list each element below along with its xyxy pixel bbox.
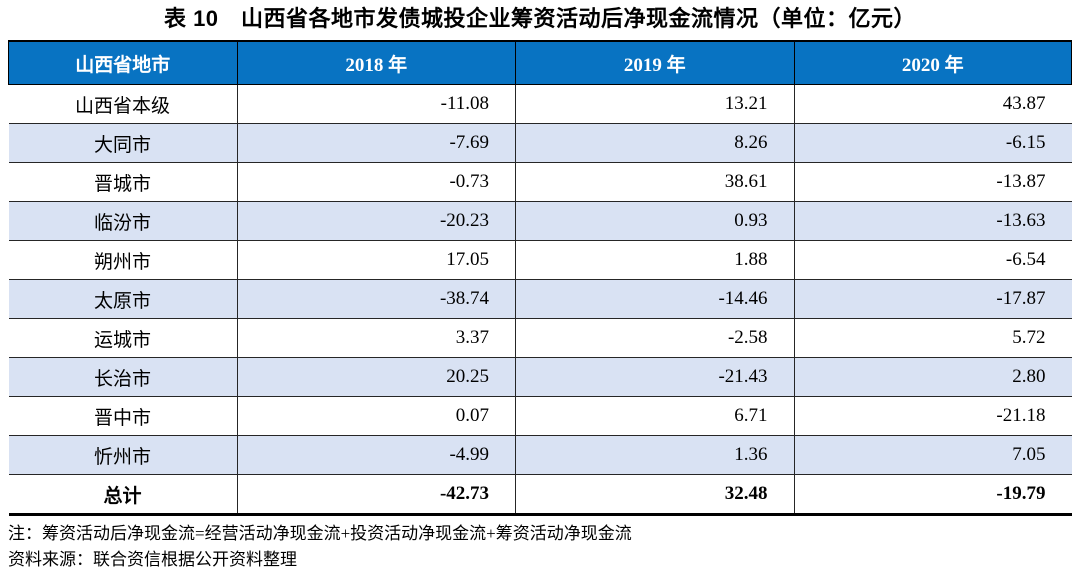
- table-header: 山西省地市 2018 年 2019 年 2020 年: [8, 40, 1073, 85]
- table-row: 大同市 -7.69 8.26 -6.15: [8, 123, 1072, 163]
- region-cell: 晋中市: [8, 396, 238, 436]
- table-row: 运城市 3.37 -2.58 5.72: [8, 318, 1072, 358]
- value-2020: -6.15: [794, 123, 1072, 163]
- value-2018: -11.08: [237, 84, 517, 124]
- value-2020: -21.18: [794, 396, 1072, 436]
- table-title: 表 10 山西省各地市发债城投企业筹资活动后净现金流情况（单位：亿元）: [163, 6, 917, 31]
- table-row: 长治市 20.25 -21.43 2.80: [8, 357, 1072, 397]
- net-cash-flow-table: 山西省地市 2018 年 2019 年 2020 年 山西省本级 -11.08 …: [8, 40, 1073, 516]
- region-cell: 山西省本级: [8, 84, 238, 124]
- column-header-2020: 2020 年: [793, 40, 1073, 85]
- value-2018: -38.74: [237, 279, 517, 319]
- footnotes: 注：筹资活动后净现金流=经营活动净现金流+投资活动净现金流+筹资活动净现金流 资…: [8, 521, 1072, 573]
- value-2019: 13.21: [515, 84, 795, 124]
- value-2019: -2.58: [515, 318, 795, 358]
- value-2019: -14.46: [515, 279, 795, 319]
- value-2020: 5.72: [794, 318, 1072, 358]
- table-row: 太原市 -38.74 -14.46 -17.87: [8, 279, 1072, 319]
- value-2018: -7.69: [237, 123, 517, 163]
- table-row: 临汾市 -20.23 0.93 -13.63: [8, 201, 1072, 241]
- table-row: 晋城市 -0.73 38.61 -13.87: [8, 162, 1072, 202]
- region-cell: 朔州市: [8, 240, 238, 280]
- value-2020: -17.87: [794, 279, 1072, 319]
- region-cell: 长治市: [8, 357, 238, 397]
- total-2020: -19.79: [794, 474, 1072, 515]
- value-2018: 17.05: [237, 240, 517, 280]
- value-2019: 1.36: [515, 435, 795, 475]
- source-line: 资料来源：联合资信根据公开资料整理: [8, 550, 297, 569]
- table-body: 山西省本级 -11.08 13.21 43.87 大同市 -7.69 8.26 …: [8, 84, 1072, 475]
- value-2020: -6.54: [794, 240, 1072, 280]
- value-2018: -4.99: [237, 435, 517, 475]
- note-line: 注：筹资活动后净现金流=经营活动净现金流+投资活动净现金流+筹资活动净现金流: [8, 524, 632, 543]
- value-2019: 1.88: [515, 240, 795, 280]
- total-2019: 32.48: [515, 474, 795, 515]
- value-2019: -21.43: [515, 357, 795, 397]
- value-2020: -13.87: [794, 162, 1072, 202]
- region-cell: 晋城市: [8, 162, 238, 202]
- value-2020: -13.63: [794, 201, 1072, 241]
- region-cell: 大同市: [8, 123, 238, 163]
- header-row: 山西省地市 2018 年 2019 年 2020 年: [8, 40, 1073, 85]
- document-page: 表 10 山西省各地市发债城投企业筹资活动后净现金流情况（单位：亿元） 山西省地…: [0, 4, 1080, 578]
- value-2018: -0.73: [237, 162, 517, 202]
- region-cell: 运城市: [8, 318, 238, 358]
- region-cell: 忻州市: [8, 435, 238, 475]
- table-row: 山西省本级 -11.08 13.21 43.87: [8, 84, 1072, 124]
- column-header-2019: 2019 年: [515, 40, 795, 85]
- value-2018: 3.37: [237, 318, 517, 358]
- value-2018: 0.07: [237, 396, 517, 436]
- value-2018: 20.25: [237, 357, 517, 397]
- value-2020: 2.80: [794, 357, 1072, 397]
- value-2019: 0.93: [515, 201, 795, 241]
- region-cell: 太原市: [8, 279, 238, 319]
- value-2020: 7.05: [794, 435, 1072, 475]
- value-2019: 6.71: [515, 396, 795, 436]
- table-row: 晋中市 0.07 6.71 -21.18: [8, 396, 1072, 436]
- value-2019: 8.26: [515, 123, 795, 163]
- table-row: 朔州市 17.05 1.88 -6.54: [8, 240, 1072, 280]
- value-2020: 43.87: [794, 84, 1072, 124]
- region-cell: 临汾市: [8, 201, 238, 241]
- table-footer: 总计 -42.73 32.48 -19.79: [8, 474, 1072, 515]
- value-2019: 38.61: [515, 162, 795, 202]
- value-2018: -20.23: [237, 201, 517, 241]
- total-label: 总计: [8, 474, 238, 515]
- total-2018: -42.73: [237, 474, 517, 515]
- total-row: 总计 -42.73 32.48 -19.79: [8, 474, 1072, 515]
- column-header-2018: 2018 年: [236, 40, 517, 85]
- column-header-region: 山西省地市: [8, 40, 238, 85]
- table-row: 忻州市 -4.99 1.36 7.05: [8, 435, 1072, 475]
